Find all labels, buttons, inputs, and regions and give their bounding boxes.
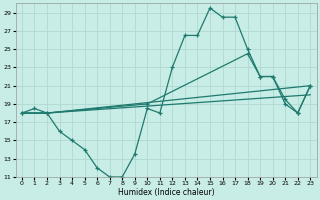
X-axis label: Humidex (Indice chaleur): Humidex (Indice chaleur) xyxy=(118,188,214,197)
